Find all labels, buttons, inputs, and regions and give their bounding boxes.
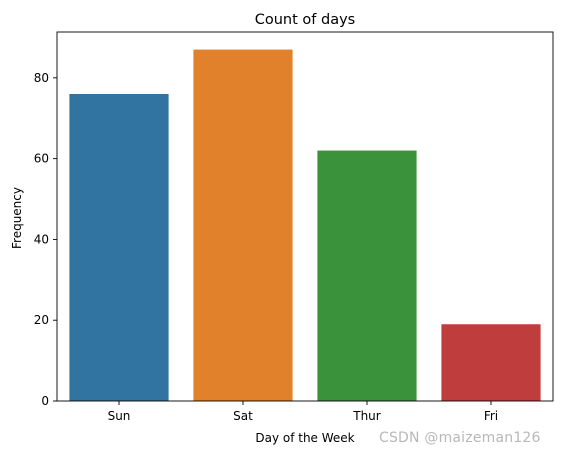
bar-sat [193,49,293,401]
plot-frame [56,31,554,402]
bar-thur [317,150,417,401]
y-axis: 0 20 40 60 80 [34,71,57,408]
bar-fri [441,324,541,401]
y-tick-label-0: 0 [41,394,49,408]
chart-title: Count of days [255,12,355,28]
y-tick-label-80: 80 [34,71,49,85]
x-tick-label-fri: Fri [484,409,498,423]
y-tick-label-20: 20 [34,313,49,327]
bars-group [69,49,541,401]
x-axis-label: Day of the Week [255,431,354,445]
watermark: CSDN @maizeman126 [379,430,541,446]
x-tick-label-sat: Sat [233,409,253,423]
x-tick-label-sun: Sun [108,409,131,423]
y-axis-label: Frequency [10,187,24,249]
y-tick-label-40: 40 [34,232,49,246]
x-tick-label-thur: Thur [352,409,381,423]
bar-sun [69,94,169,401]
y-tick-label-60: 60 [34,152,49,166]
x-axis: Sun Sat Thur Fri [108,401,498,423]
